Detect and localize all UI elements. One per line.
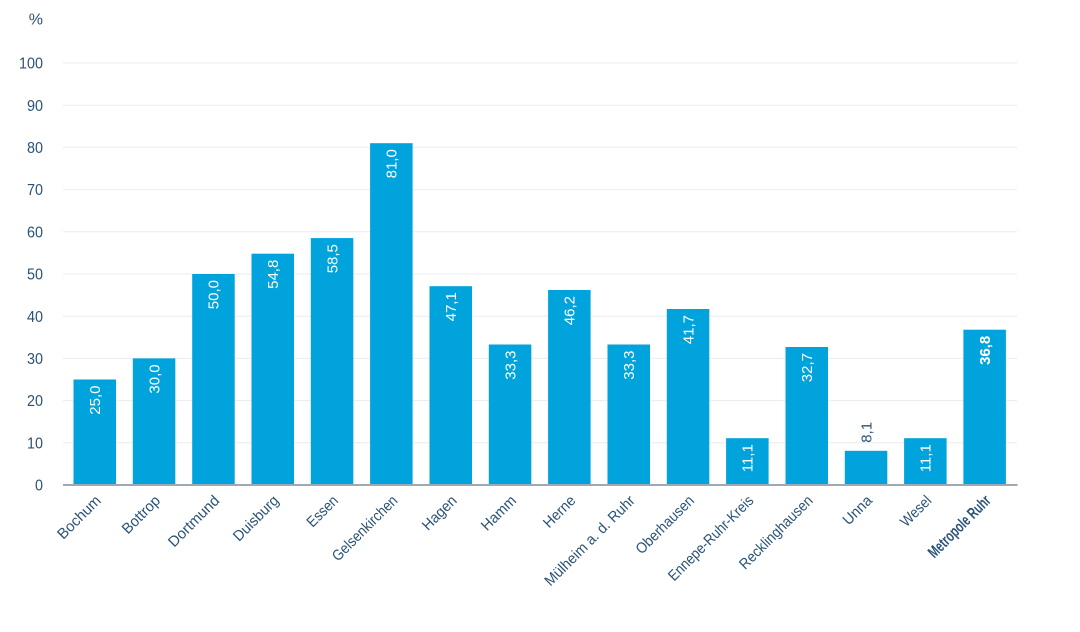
- svg-text:Hagen: Hagen: [419, 492, 461, 534]
- svg-text:25,0: 25,0: [87, 386, 104, 415]
- svg-text:90: 90: [27, 98, 43, 115]
- svg-text:41,7: 41,7: [680, 315, 697, 344]
- svg-text:Herne: Herne: [540, 492, 579, 531]
- svg-text:36,8: 36,8: [977, 336, 994, 365]
- svg-text:11,1: 11,1: [740, 444, 757, 472]
- svg-text:33,3: 33,3: [621, 351, 638, 380]
- svg-text:30,0: 30,0: [146, 364, 163, 393]
- svg-text:60: 60: [27, 224, 43, 241]
- svg-text:11,1: 11,1: [918, 444, 935, 472]
- svg-text:Essen: Essen: [303, 492, 342, 531]
- svg-text:46,2: 46,2: [562, 296, 579, 325]
- svg-text:Bottrop: Bottrop: [119, 492, 164, 537]
- svg-text:30: 30: [27, 351, 43, 368]
- svg-text:80: 80: [27, 140, 43, 157]
- svg-text:10: 10: [27, 435, 43, 452]
- svg-text:81,0: 81,0: [384, 149, 401, 178]
- svg-text:40: 40: [27, 309, 43, 326]
- svg-text:Metropole Ruhr: Metropole Ruhr: [925, 492, 994, 561]
- svg-text:50: 50: [27, 267, 43, 284]
- svg-text:0: 0: [35, 478, 43, 495]
- svg-text:Wesel: Wesel: [897, 492, 935, 530]
- svg-text:32,7: 32,7: [799, 353, 816, 382]
- svg-text:Unna: Unna: [839, 492, 876, 529]
- svg-text:54,8: 54,8: [265, 260, 282, 289]
- svg-text:70: 70: [27, 182, 43, 199]
- svg-text:Hamm: Hamm: [478, 492, 520, 534]
- svg-text:8,1: 8,1: [858, 422, 875, 443]
- svg-text:50,0: 50,0: [206, 280, 223, 309]
- svg-text:%: %: [29, 12, 43, 29]
- svg-text:47,1: 47,1: [443, 292, 460, 321]
- svg-text:Bochum: Bochum: [54, 492, 105, 543]
- svg-text:58,5: 58,5: [324, 244, 341, 273]
- svg-text:100: 100: [19, 56, 43, 73]
- svg-text:Dortmund: Dortmund: [165, 492, 223, 550]
- svg-text:20: 20: [27, 393, 43, 410]
- svg-text:Duisburg: Duisburg: [230, 492, 283, 545]
- svg-text:Oberhausen: Oberhausen: [632, 492, 697, 557]
- svg-text:33,3: 33,3: [502, 351, 519, 380]
